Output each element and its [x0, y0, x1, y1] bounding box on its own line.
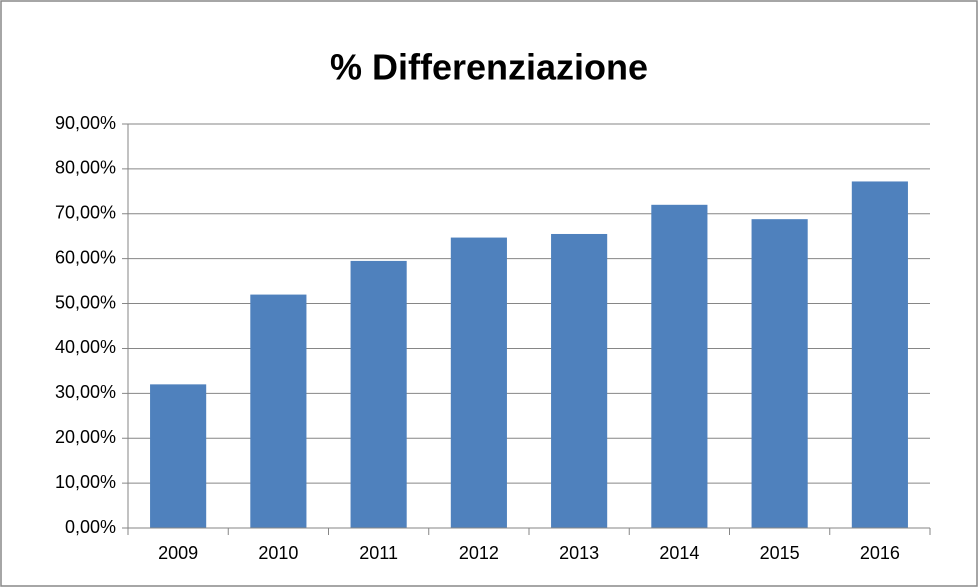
y-tick-label: 70,00% — [55, 203, 116, 223]
y-tick-label: 60,00% — [55, 247, 116, 267]
bar — [350, 260, 407, 528]
bar — [450, 237, 507, 528]
bar — [651, 204, 708, 529]
y-tick-label: 80,00% — [55, 158, 116, 178]
bar — [250, 294, 307, 528]
y-tick-label: 10,00% — [55, 472, 116, 492]
x-tick-label: 2009 — [158, 543, 198, 563]
y-tick-label: 30,00% — [55, 382, 116, 402]
y-tick-label: 0,00% — [65, 517, 116, 537]
bar — [551, 233, 608, 528]
x-tick-label: 2012 — [459, 543, 499, 563]
x-tick-label: 2014 — [659, 543, 699, 563]
x-tick-label: 2013 — [559, 543, 599, 563]
x-tick-label: 2015 — [760, 543, 800, 563]
y-tick-label: 20,00% — [55, 427, 116, 447]
bar — [851, 181, 908, 529]
bar — [150, 384, 207, 528]
y-tick-label: 50,00% — [55, 292, 116, 312]
chart-title: % Differenziazione — [330, 47, 648, 88]
y-tick-label: 40,00% — [55, 337, 116, 357]
x-tick-label: 2010 — [258, 543, 298, 563]
y-tick-label: 90,00% — [55, 113, 116, 133]
x-tick-label: 2011 — [359, 543, 398, 563]
bar — [751, 219, 808, 529]
x-tick-label: 2016 — [860, 543, 900, 563]
